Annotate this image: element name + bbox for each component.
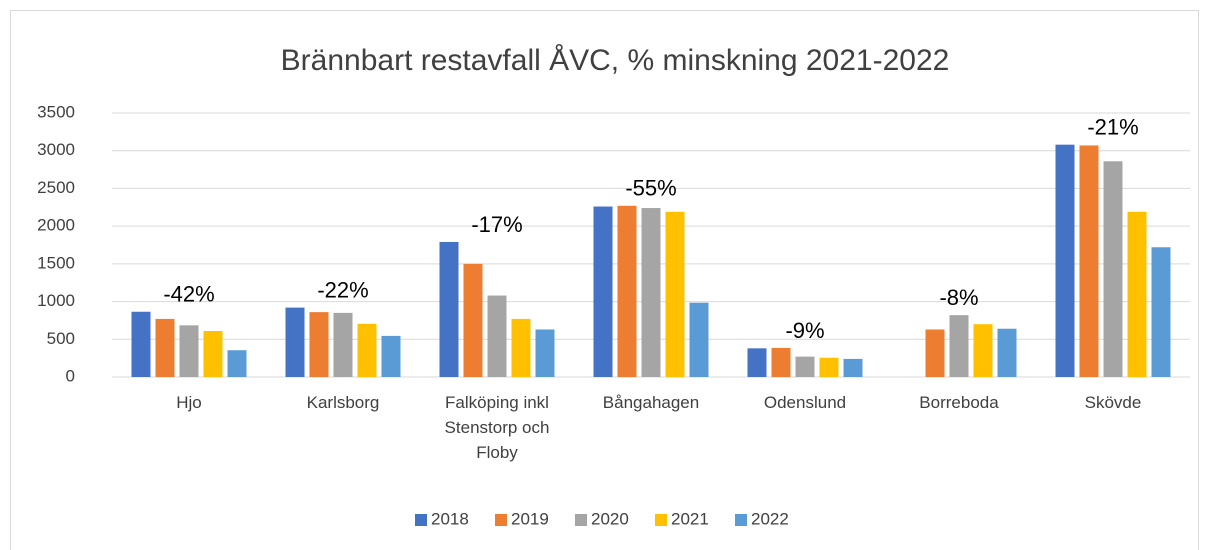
bar <box>641 208 661 377</box>
x-tick-label: Falköping inkl Stenstorp och Floby <box>444 393 550 462</box>
bar <box>997 328 1017 377</box>
x-tick-label: Hjo <box>176 393 202 412</box>
bar <box>771 347 791 377</box>
legend-swatch <box>655 514 667 526</box>
bar <box>747 348 767 377</box>
bar <box>155 318 175 377</box>
bar <box>487 295 507 377</box>
y-tick-label: 1500 <box>37 253 75 272</box>
bar <box>285 307 305 377</box>
x-tick-label: Borreboda <box>919 393 999 412</box>
bar <box>131 311 151 377</box>
annotation: -21% <box>1087 114 1138 139</box>
legend-label: 2019 <box>511 509 549 528</box>
bar <box>357 323 377 377</box>
legend-swatch <box>415 514 427 526</box>
annotation: -42% <box>163 282 214 307</box>
y-tick-label: 0 <box>66 366 75 385</box>
bar <box>949 315 969 377</box>
annotation: -8% <box>939 285 978 310</box>
bar <box>179 325 199 377</box>
bar <box>439 241 459 377</box>
legend-label: 2018 <box>431 509 469 528</box>
annotation: -22% <box>317 277 368 302</box>
bar <box>1151 247 1171 377</box>
y-tick-label: 2500 <box>37 178 75 197</box>
chart-frame <box>10 10 1199 550</box>
legend-label: 2020 <box>591 509 629 528</box>
bar <box>925 329 945 377</box>
x-tick-label: Karlsborg <box>306 393 380 412</box>
y-tick-label: 3500 <box>37 102 75 121</box>
bar <box>795 356 815 377</box>
bar <box>309 312 329 377</box>
bar <box>463 263 483 377</box>
y-tick-label: 2000 <box>37 216 75 235</box>
bar <box>617 205 637 377</box>
legend-swatch <box>575 514 587 526</box>
bar <box>665 211 685 377</box>
y-tick-label: 1000 <box>37 291 75 310</box>
x-tick-label: Skövde <box>1084 393 1142 412</box>
bar <box>973 324 993 377</box>
bar <box>1103 161 1123 377</box>
x-tick-label: Bångahagen <box>602 393 700 412</box>
legend-swatch <box>735 514 747 526</box>
annotation: -9% <box>785 318 824 343</box>
annotation: -17% <box>471 212 522 237</box>
bar <box>227 350 247 377</box>
bar <box>511 318 531 377</box>
legend-label: 2021 <box>671 509 709 528</box>
bar <box>1055 144 1075 377</box>
bar <box>843 358 863 377</box>
legend-label: 2022 <box>751 509 789 528</box>
bar <box>381 335 401 377</box>
x-tick-label: Odenslund <box>763 393 847 412</box>
bar <box>203 330 223 377</box>
bar <box>689 302 709 377</box>
bar <box>1079 145 1099 377</box>
bar <box>1127 211 1147 377</box>
chart-title: Brännbart restavfall ÅVC, % minskning 20… <box>281 44 950 77</box>
bar <box>333 312 353 377</box>
y-tick-label: 3000 <box>37 140 75 159</box>
legend-swatch <box>495 514 507 526</box>
bar <box>535 329 555 377</box>
bar <box>819 357 839 377</box>
bar <box>593 206 613 377</box>
y-tick-label: 500 <box>47 329 75 348</box>
annotation: -55% <box>625 176 676 201</box>
